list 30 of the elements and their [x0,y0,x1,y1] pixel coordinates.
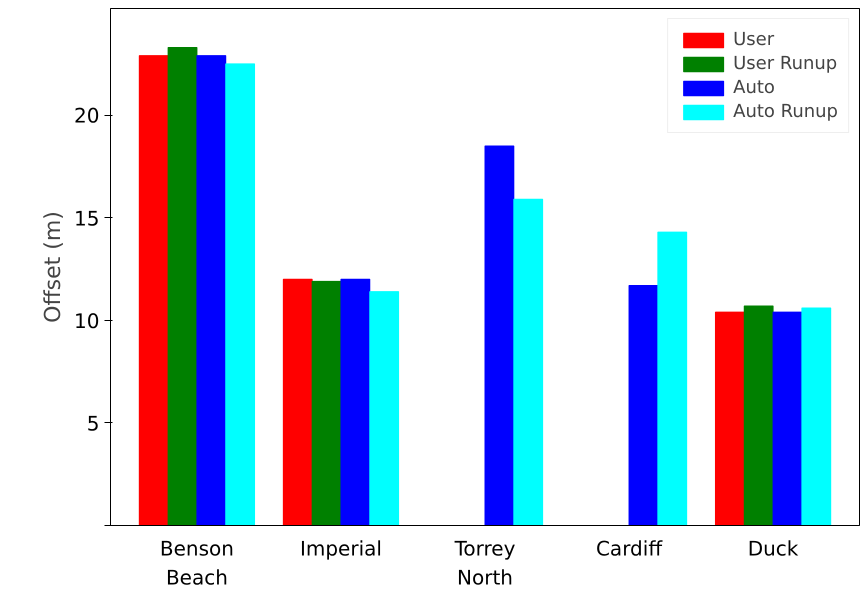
bar [484,145,514,526]
bar [369,291,400,526]
bar [340,278,370,526]
bar [282,278,313,526]
x-tick-label: Torrey North [454,536,516,590]
y-tick-label: 15 [74,206,100,230]
bar [801,308,832,526]
y-tick-label: 20 [74,104,100,128]
y-axis-title: Offset (m) [41,211,66,323]
bar [138,55,169,526]
legend-label: User [733,29,774,50]
bar [744,305,774,526]
bar [196,55,226,526]
bar [168,46,198,526]
legend-label: User Runup [733,53,838,74]
x-tick-label: Duck [748,536,799,560]
x-tick-label: Imperial [300,536,382,560]
bar [628,284,658,526]
legend-label: Auto [733,77,775,98]
y-tick-label: 10 [74,308,100,333]
bar [225,63,256,526]
bar [772,312,802,526]
bar [657,232,688,526]
y-tick-label: 5 [86,411,100,436]
x-tick-label: Benson Beach [160,536,234,590]
bar [714,312,745,526]
x-tick-label: Cardiff [596,536,664,560]
bar [513,198,544,526]
legend-label: Auto Runup [733,101,838,122]
bar [312,280,342,526]
